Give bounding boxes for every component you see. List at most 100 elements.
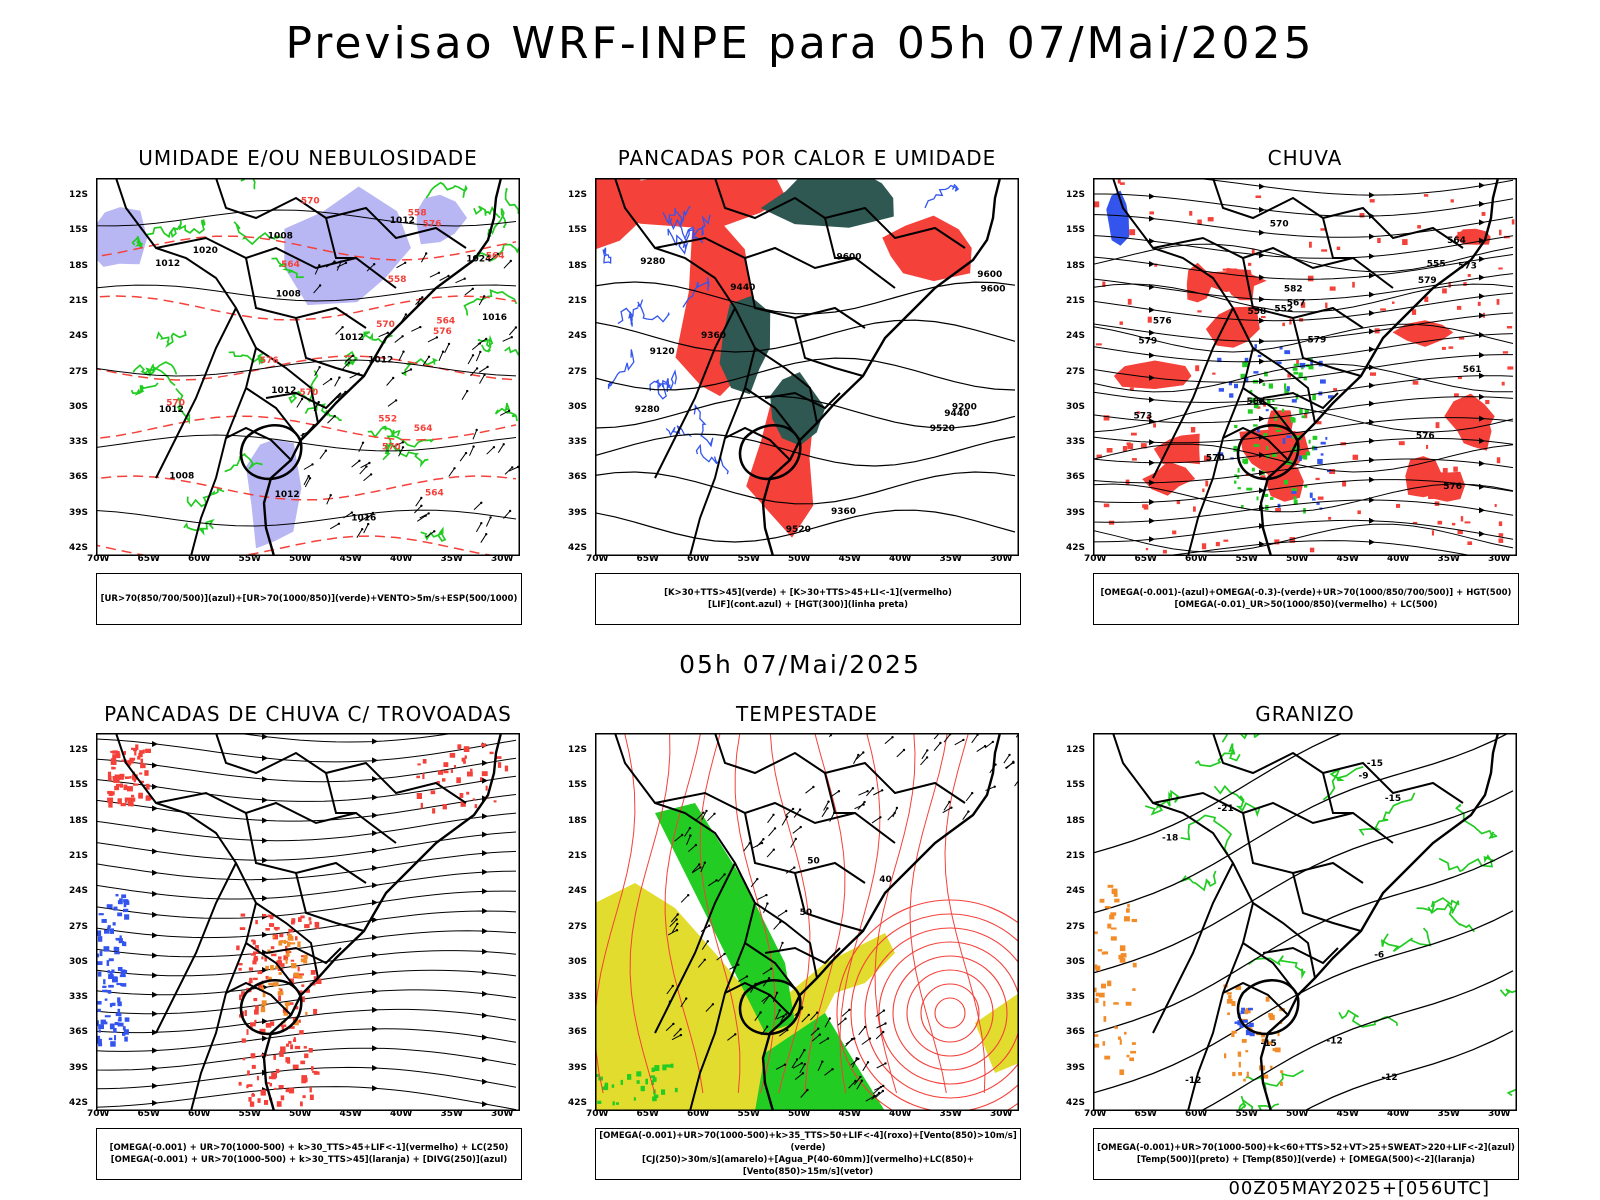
rain-red-speck [1131,458,1137,461]
pressure-isobar [96,509,517,527]
thunderstorm-red-speck [132,783,139,786]
rain-red-speck [1202,488,1205,493]
latitude-tick-label: 24S [1066,886,1086,897]
thunderstorm-red-speck [493,800,497,803]
thunderstorm-red-speck [252,940,256,945]
omega500-orange-speck [1248,1026,1252,1030]
temp850-contour [1213,784,1261,818]
state-border [225,981,292,1016]
wind850-vector-head [806,1088,809,1092]
legend-caption-line: [UR>70(850/700/500)](azul)+[UR>70(1000/8… [100,594,518,604]
longitude-tick-label: 65W [636,1109,659,1119]
thunderstorm-orange-speck [305,1011,308,1016]
wind850-green-speck [651,1067,655,1072]
wind850-vector-head [760,841,764,845]
thunderstorm-red-speck [236,945,240,951]
rain-red-speck [1190,427,1196,433]
humidity-mid-fill [245,439,302,549]
wind850-vector [850,1058,859,1066]
rain-red-speck [1317,496,1324,500]
latitude-tick-label: 15S [568,780,588,791]
longitude-tick-label: 50W [1286,1109,1309,1119]
humidity-low-contour [132,361,178,376]
contour-label: 579 [1418,276,1437,286]
latitude-tick-label: 27S [69,366,89,377]
humidity-low-contour [391,443,429,468]
streamline-250-arrow [262,733,268,740]
omega500-orange-speck [1111,927,1117,930]
contour-label: 576 [1416,431,1435,441]
wind850-vector-head [708,924,711,927]
wind850-vector [777,910,787,917]
streamline-500-arrow [1479,200,1485,207]
wind850-vector [824,1068,833,1076]
thunderstorm-red-speck [134,750,137,756]
streamline-250-arrow [152,762,158,769]
streamline-500-arrow [1149,215,1155,222]
longitude-tick-label: 35W [440,554,463,564]
thunderstorm-red-speck [288,1087,295,1094]
wind850-vector-head [925,756,929,759]
wind-vector [378,332,388,338]
rain-red-speck [1189,211,1193,216]
omega500-orange-speck [1246,1071,1249,1078]
thunderstorm-red-speck [124,797,131,801]
thunderstorm-red-speck [239,927,246,930]
temp500-contour [1093,733,1345,854]
rain-blue-speck [1317,458,1323,465]
wind850-vector-head [785,909,788,913]
wind-vector-head [447,274,450,278]
streamline-500-arrow [1369,517,1375,524]
omega500-orange-speck [1228,995,1232,999]
map-frame [1093,178,1517,556]
longitude-tick-label: 50W [1286,554,1309,564]
thunderstorm-red-speck [278,1085,284,1089]
temp500-contour [1093,733,1511,914]
state-border [824,217,855,259]
rain-red-speck [1204,455,1210,462]
panel-title: PANCADAS DE CHUVA C/ TROVOADAS [104,702,512,726]
temp850-contour [1499,988,1517,998]
latitude-tick-label: 30S [1066,401,1086,412]
thunderstorm-orange-speck [285,953,290,957]
wind-vector [304,477,311,488]
omega500-orange-speck [1103,1000,1106,1007]
rain-red-speck [1127,443,1134,450]
state-border [225,426,292,461]
thunderstorm-red-speck [251,1092,255,1097]
thunderstorm-red-speck [472,798,475,801]
thickness-contour [96,415,517,441]
thunderstorm-red-speck [463,761,466,764]
wind850-vector-head [854,1079,857,1083]
streamline-250-arrow [152,932,158,939]
thunderstorm-red-speck [302,1095,306,1099]
rain-red-speck [1463,282,1467,286]
streamline-500-arrow [1259,206,1265,213]
streamline-500-arrow [1369,328,1375,335]
rain-blue-speck [1244,357,1249,362]
wind850-vector [754,1012,762,1021]
omega500-orange-speck [1114,1026,1118,1029]
omega500-orange-speck [1111,888,1118,894]
thunderstorm-red-speck [251,1022,256,1027]
jet-yellow-fill [975,993,1019,1073]
thunderstorm-red-speck [291,918,296,923]
streamline-250-arrow [372,952,378,959]
lifted-index-contour [669,218,704,244]
thunderstorm-red-speck [301,1075,307,1080]
wind850-vector [761,995,770,1002]
streamline-500-arrow [1369,400,1375,407]
wind850-vector-head [782,1015,785,1018]
wind-vector-head [392,376,395,380]
thunderstorm-red-speck [283,955,289,961]
wind-vector [327,415,336,424]
longitude-tick-label: 30W [1488,554,1511,564]
humidity-low-contour [473,205,501,219]
wind850-vector-head [862,751,865,754]
streamline-250 [96,1086,517,1111]
thunderstorm-orange-speck [284,1002,291,1006]
wind-vector [313,285,321,294]
thunderstorm-red-speck [288,1002,294,1005]
rain-red-speck [1096,454,1102,458]
rain-red-speck [1427,462,1433,465]
